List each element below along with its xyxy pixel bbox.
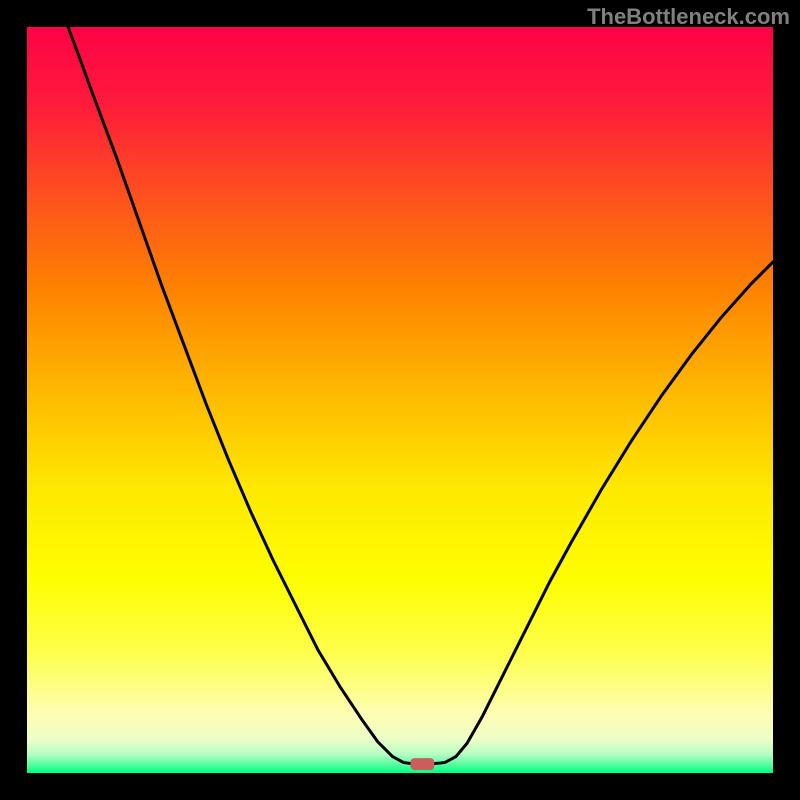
chart-frame: TheBottleneck.com [0,0,800,800]
optimal-marker [410,758,434,770]
plot-background [27,27,773,773]
bottleneck-chart [0,0,800,800]
watermark-text: TheBottleneck.com [587,4,790,30]
